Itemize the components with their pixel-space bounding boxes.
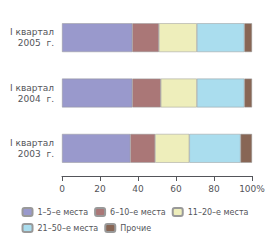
svg-text:2005 г.: 2005 г. — [18, 38, 54, 48]
svg-text:60: 60 — [170, 184, 182, 194]
svg-text:11–20–е места: 11–20–е места — [188, 208, 249, 217]
svg-text:21–50–е места: 21–50–е места — [38, 224, 99, 233]
svg-text:100%: 100% — [239, 184, 265, 194]
svg-text:6–10–е места: 6–10–е места — [110, 208, 166, 217]
svg-text:Прочие: Прочие — [120, 224, 151, 233]
svg-text:80: 80 — [208, 184, 220, 194]
svg-text:2003 г.: 2003 г. — [18, 149, 54, 159]
svg-text:2004 г.: 2004 г. — [18, 94, 54, 104]
svg-text:I квартал: I квартал — [10, 138, 54, 148]
svg-text:I квартал: I квартал — [10, 83, 54, 93]
svg-text:40: 40 — [132, 184, 144, 194]
svg-text:0: 0 — [59, 184, 65, 194]
svg-text:1–5–е места: 1–5–е места — [38, 208, 89, 217]
svg-text:20: 20 — [94, 184, 106, 194]
svg-text:I квартал: I квартал — [10, 27, 54, 37]
